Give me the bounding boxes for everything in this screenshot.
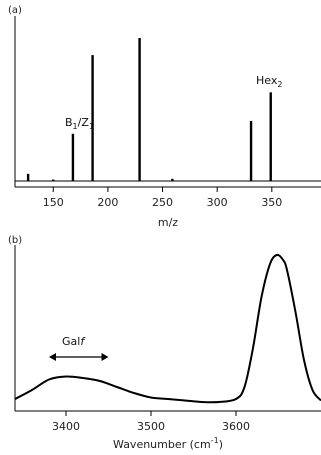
peak-label-b1z1-main2: /Z (78, 116, 90, 129)
x-tick-label-150: 150 (43, 196, 64, 209)
peak-label-hex2: Hex2 (256, 74, 282, 89)
x-tick-label-300: 300 (207, 196, 228, 209)
mass-peaks (26, 38, 272, 181)
x-tick-label-200: 200 (97, 196, 118, 209)
peak-label-b1z1-main: B (65, 116, 73, 129)
x-tick-label-3400: 3400 (52, 420, 80, 433)
panel-a-x-axis-label: m/z (158, 216, 178, 229)
galf-arrow-head-left (49, 353, 56, 361)
panel-b-x-axis-label-end: ) (219, 438, 223, 451)
peak-label-b1z1-sub2: 1 (89, 122, 94, 131)
peak-label-hex2-main: Hex (256, 74, 278, 87)
galf-arrow-head-right (101, 353, 109, 361)
ir-spectrum-line (14, 253, 321, 404)
galf-label-main: Gal (62, 335, 80, 348)
panel-b-x-axis-label-sup: -1 (211, 436, 219, 445)
galf-label-italic: f (80, 335, 86, 348)
panel-b-x-axis-label: Wavenumber (cm-1) (113, 436, 223, 451)
panel-a-x-ticks: 150 200 250 300 350 (43, 187, 282, 209)
panel-b-x-axis-label-main: Wavenumber (cm (113, 438, 211, 451)
galf-label: Galf (62, 335, 86, 348)
peak-label-b1z1: B1/Z1 (65, 116, 94, 131)
peak-label-hex2-sub: 2 (277, 80, 282, 89)
peak-label-b1z1-sub: 1 (73, 122, 78, 131)
x-tick-label-3600: 3600 (222, 420, 250, 433)
panel-a-label: (a) (8, 5, 22, 16)
galf-range-arrow (49, 353, 109, 361)
x-tick-label-3500: 3500 (137, 420, 165, 433)
panel-b-label: (b) (8, 235, 22, 246)
ir-panel: 3400 3500 3600 Galf Wavenumber (cm-1) (14, 245, 321, 451)
x-tick-label-350: 350 (261, 196, 282, 209)
panel-b-x-ticks: 3400 3500 3600 (52, 411, 250, 433)
spectrum-panel: 150 200 250 300 350 B1/Z1 Hex2 m/z (14, 16, 321, 229)
x-tick-label-250: 250 (152, 196, 173, 209)
